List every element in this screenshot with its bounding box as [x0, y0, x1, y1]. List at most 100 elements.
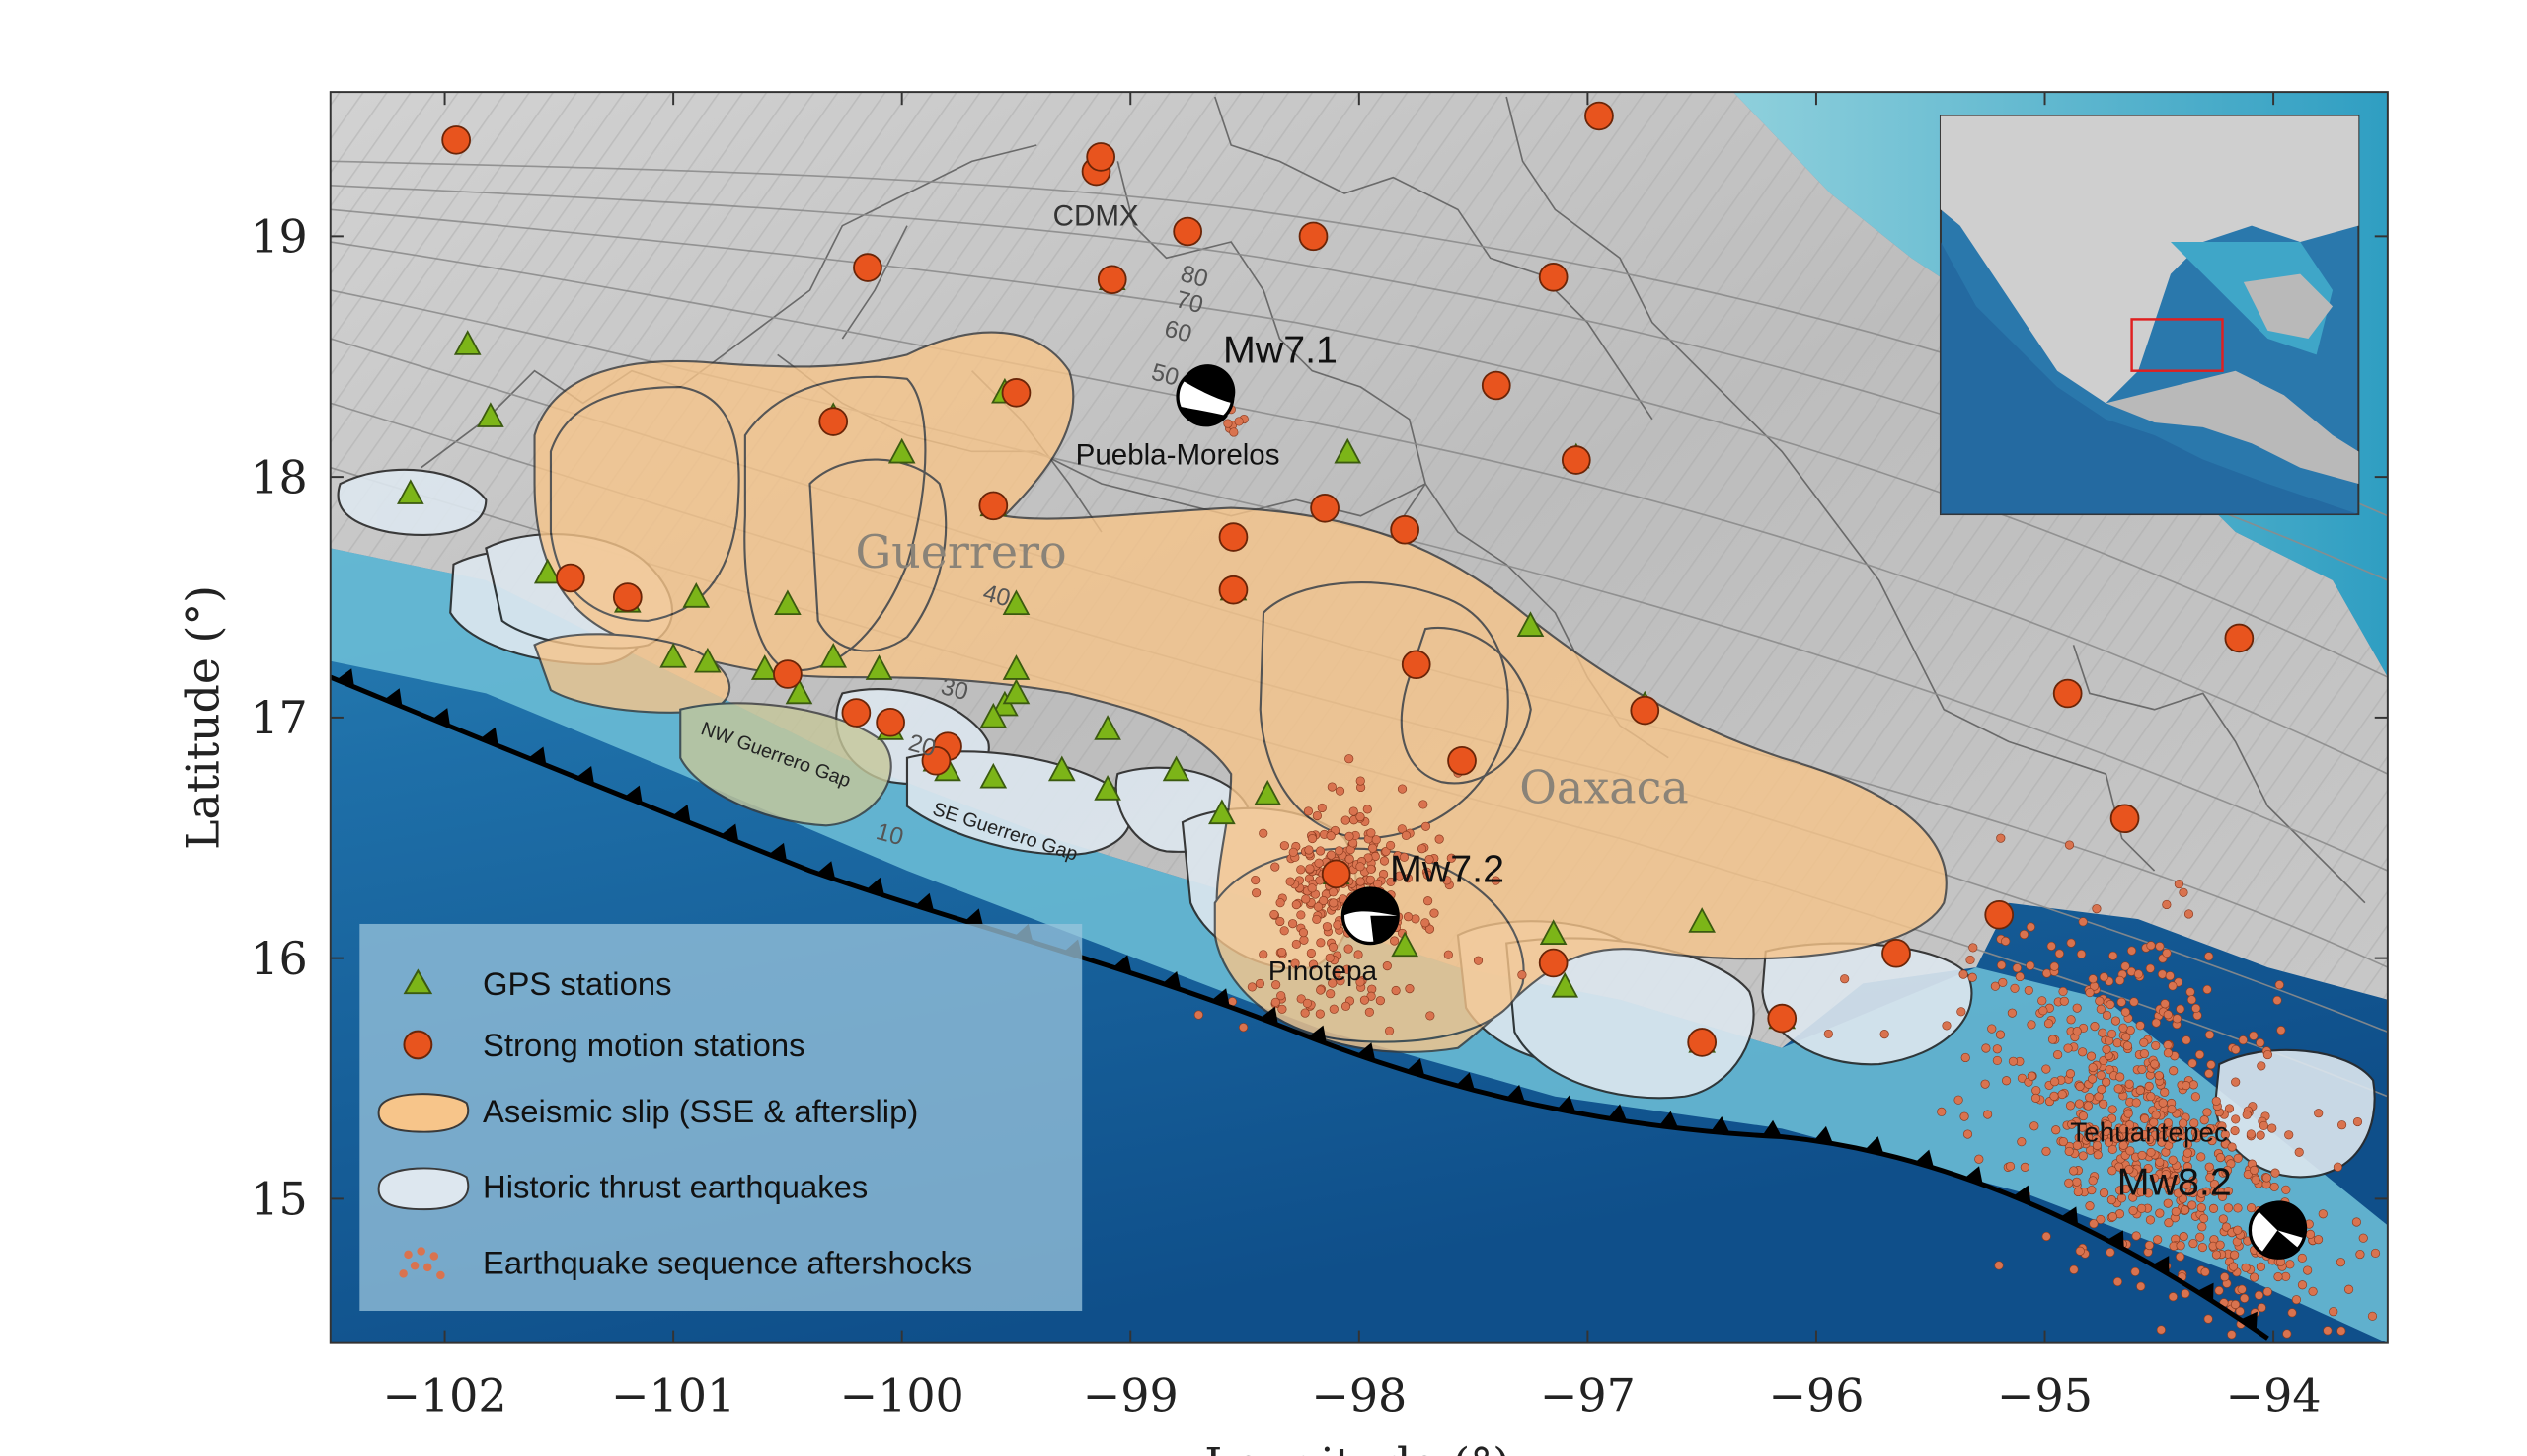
aftershock	[2282, 1329, 2292, 1339]
aftershock	[2137, 1064, 2147, 1074]
aftershock	[2323, 1326, 2333, 1336]
aftershock	[2078, 1111, 2088, 1121]
aftershock	[2162, 899, 2172, 910]
aftershock	[2120, 961, 2130, 971]
aftershock	[2203, 1314, 2213, 1324]
aftershock	[2087, 1074, 2098, 1084]
strong-motion-station	[876, 707, 905, 737]
y-tick-label: 15	[250, 1173, 307, 1226]
aftershock	[1960, 1052, 1970, 1063]
aftershock	[2211, 1250, 2222, 1260]
aftershock	[1491, 876, 1500, 885]
aftershock	[1299, 935, 1309, 945]
aftershock	[2069, 1264, 2079, 1274]
aftershock	[2106, 1195, 2116, 1205]
aftershock	[2053, 1050, 2063, 1060]
aftershock	[2276, 1026, 2286, 1035]
aftershock	[2074, 1099, 2085, 1109]
aftershock	[2041, 1064, 2051, 1074]
aftershock	[1304, 845, 1314, 855]
gps-station	[1002, 589, 1031, 616]
aftershock	[1259, 828, 1268, 838]
aftershock	[2174, 880, 2183, 889]
aftershock	[1193, 1010, 1203, 1020]
aftershock	[1418, 800, 1428, 809]
aftershock	[1442, 876, 1452, 885]
strong-motion-station	[1584, 101, 1614, 131]
aftershock	[2078, 1151, 2088, 1161]
aftershock	[1942, 1021, 1952, 1031]
aftershock	[2207, 1136, 2217, 1146]
strong-motion-station	[2224, 623, 2255, 653]
aftershock	[2144, 1240, 2154, 1251]
aftershock	[1375, 996, 1385, 1006]
aftershock	[2270, 1168, 2280, 1178]
aftershock	[2160, 1087, 2170, 1097]
aftershock	[2155, 1208, 2165, 1218]
strong-motion-station	[1298, 221, 1329, 252]
trench-tooth	[2106, 1230, 2124, 1250]
aftershock	[2135, 1085, 2145, 1096]
aftershock	[2020, 1162, 2029, 1172]
strong-motion-station	[1218, 522, 1249, 552]
aftershock	[1366, 828, 1376, 838]
aftershock	[2093, 1150, 2103, 1160]
strong-motion-station	[1881, 938, 1911, 968]
strong-motion-station	[612, 582, 643, 612]
aftershock	[1298, 928, 1309, 938]
aftershock	[2281, 1185, 2291, 1194]
trench-tooth	[575, 766, 595, 785]
gps-station	[750, 654, 779, 680]
aftershock	[1327, 782, 1337, 792]
trench-tooth	[480, 727, 498, 746]
aftershock	[2187, 1200, 2197, 1210]
aftershock	[2198, 1213, 2209, 1223]
aftershock	[1291, 939, 1301, 950]
aftershock	[1296, 910, 1306, 920]
aftershock	[2183, 909, 2194, 919]
aftershock	[1307, 833, 1318, 844]
aftershock	[2143, 1164, 2153, 1174]
aftershock	[2188, 1176, 2198, 1186]
place-label-puebla-morelos: Puebla-Morelos	[1076, 438, 1280, 471]
x-tick-label: −102	[382, 1368, 506, 1421]
contour-label-10: 10	[874, 818, 906, 851]
aftershock	[2064, 1146, 2074, 1156]
aftershock	[1992, 1055, 2002, 1066]
aftershock	[2092, 1140, 2103, 1151]
aftershock	[1403, 912, 1414, 922]
legend-strong-motion-symbol	[403, 1030, 433, 1060]
aftershock	[2112, 1276, 2123, 1287]
aftershock	[2058, 986, 2068, 997]
aftershock	[1968, 943, 1978, 953]
aftershock	[1959, 1111, 1969, 1121]
aftershock	[1344, 831, 1354, 841]
aftershock	[2106, 1247, 2115, 1258]
aftershock	[2314, 1109, 2324, 1118]
aftershock	[1420, 821, 1431, 831]
aftershock	[2176, 1241, 2185, 1251]
aftershock	[2128, 1205, 2138, 1216]
aftershock	[2238, 1035, 2248, 1045]
strong-motion-station	[853, 253, 882, 282]
aftershock	[2251, 1175, 2260, 1185]
gps-station	[1688, 907, 1716, 933]
aftershock	[1992, 1044, 2002, 1054]
aftershock	[1315, 1009, 1325, 1019]
aftershock	[2088, 1176, 2098, 1186]
aftershock	[1343, 944, 1353, 954]
aftershock	[2175, 1252, 2185, 1262]
aftershock	[2111, 1134, 2122, 1144]
aftershock	[1329, 898, 1339, 908]
strong-motion-station	[1984, 899, 2015, 930]
aftershock	[1998, 977, 2008, 987]
aftershock	[2077, 1122, 2088, 1132]
aftershock	[2065, 1101, 2076, 1111]
aftershock	[2149, 1117, 2159, 1127]
x-tick-label: −97	[1540, 1368, 1636, 1421]
aftershock	[2163, 1048, 2174, 1058]
aftershock	[2285, 1260, 2295, 1269]
gps-station	[1002, 654, 1031, 680]
aftershock	[1420, 918, 1430, 928]
aftershock	[1401, 830, 1411, 840]
